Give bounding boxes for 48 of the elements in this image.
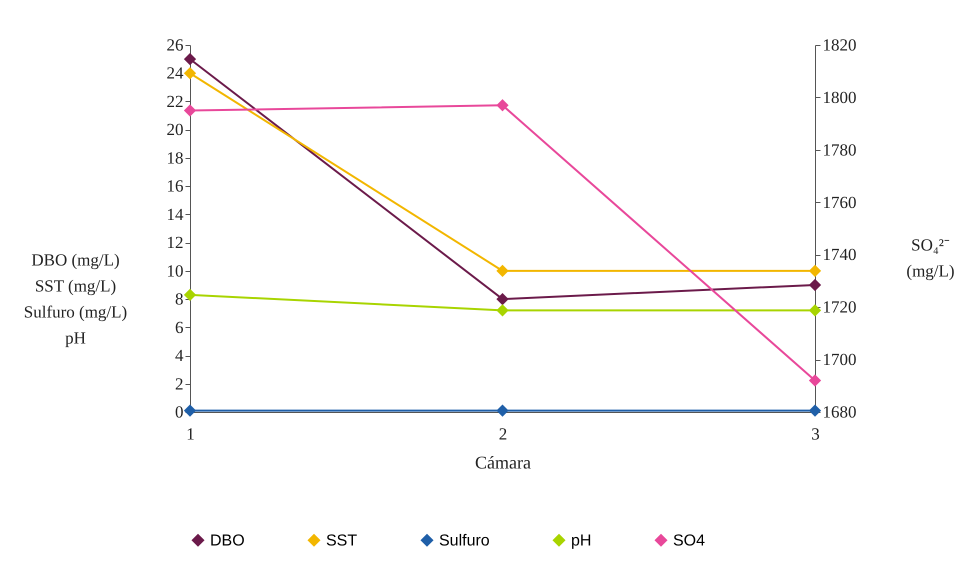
- x-axis-title: Cámara: [475, 452, 531, 472]
- point: [184, 52, 196, 66]
- y-tick-label: 2: [175, 374, 184, 394]
- point: [184, 67, 196, 80]
- y2-axis-title: SO₄²⁻ (mg/L): [906, 236, 955, 280]
- point: [496, 304, 509, 316]
- point: [808, 404, 822, 417]
- point: [808, 374, 822, 387]
- point: [496, 99, 509, 112]
- point: [808, 264, 822, 277]
- y-tick-label: 16: [166, 176, 184, 196]
- y-tick-label: 0: [175, 402, 184, 422]
- point: [808, 278, 822, 292]
- legend-label: Sulfuro: [439, 532, 490, 550]
- legend-label: SO4: [673, 532, 706, 550]
- y-tick-label: 8: [175, 290, 184, 309]
- y-tick-label: 24: [166, 64, 184, 83]
- y-tick-label: 26: [166, 36, 184, 54]
- y-tick-label: 20: [166, 120, 184, 140]
- legend-label: SST: [326, 532, 358, 550]
- y2-tick-label: 1720: [822, 298, 856, 317]
- y-tick-label: 4: [175, 346, 184, 366]
- point: [496, 264, 509, 277]
- y2-tick-label: 1740: [822, 245, 856, 264]
- point: [496, 404, 509, 417]
- y-tick-label: 22: [166, 92, 184, 111]
- y2-tick-label: 1820: [822, 36, 856, 54]
- y2-tick-label: 1760: [822, 192, 856, 212]
- y-axis-title: DBO (mg/L) SST (mg/L) Sulfuro (mg/L) pH: [24, 250, 128, 348]
- x-tick-label: 2: [498, 424, 508, 444]
- y-tick-label: 18: [166, 148, 184, 168]
- x-tick-label: 3: [811, 424, 820, 444]
- y2-tick-label: 1700: [822, 350, 856, 370]
- y-tick-label: 14: [166, 204, 184, 224]
- y2-tick-label: 1800: [822, 88, 856, 107]
- legend-label: pH: [571, 532, 592, 550]
- y-tick-label: 6: [175, 318, 184, 337]
- y-tick-label: 12: [166, 233, 184, 252]
- point: [184, 288, 196, 301]
- legend-label: DBO: [210, 532, 245, 550]
- point: [808, 304, 822, 316]
- point: [184, 404, 196, 417]
- point: [184, 104, 196, 117]
- y2-tick-label: 1680: [822, 402, 856, 422]
- y2-tick-label: 1780: [822, 140, 856, 160]
- x-tick-label: 1: [186, 424, 195, 444]
- y-tick-label: 10: [166, 261, 184, 280]
- point: [496, 292, 509, 306]
